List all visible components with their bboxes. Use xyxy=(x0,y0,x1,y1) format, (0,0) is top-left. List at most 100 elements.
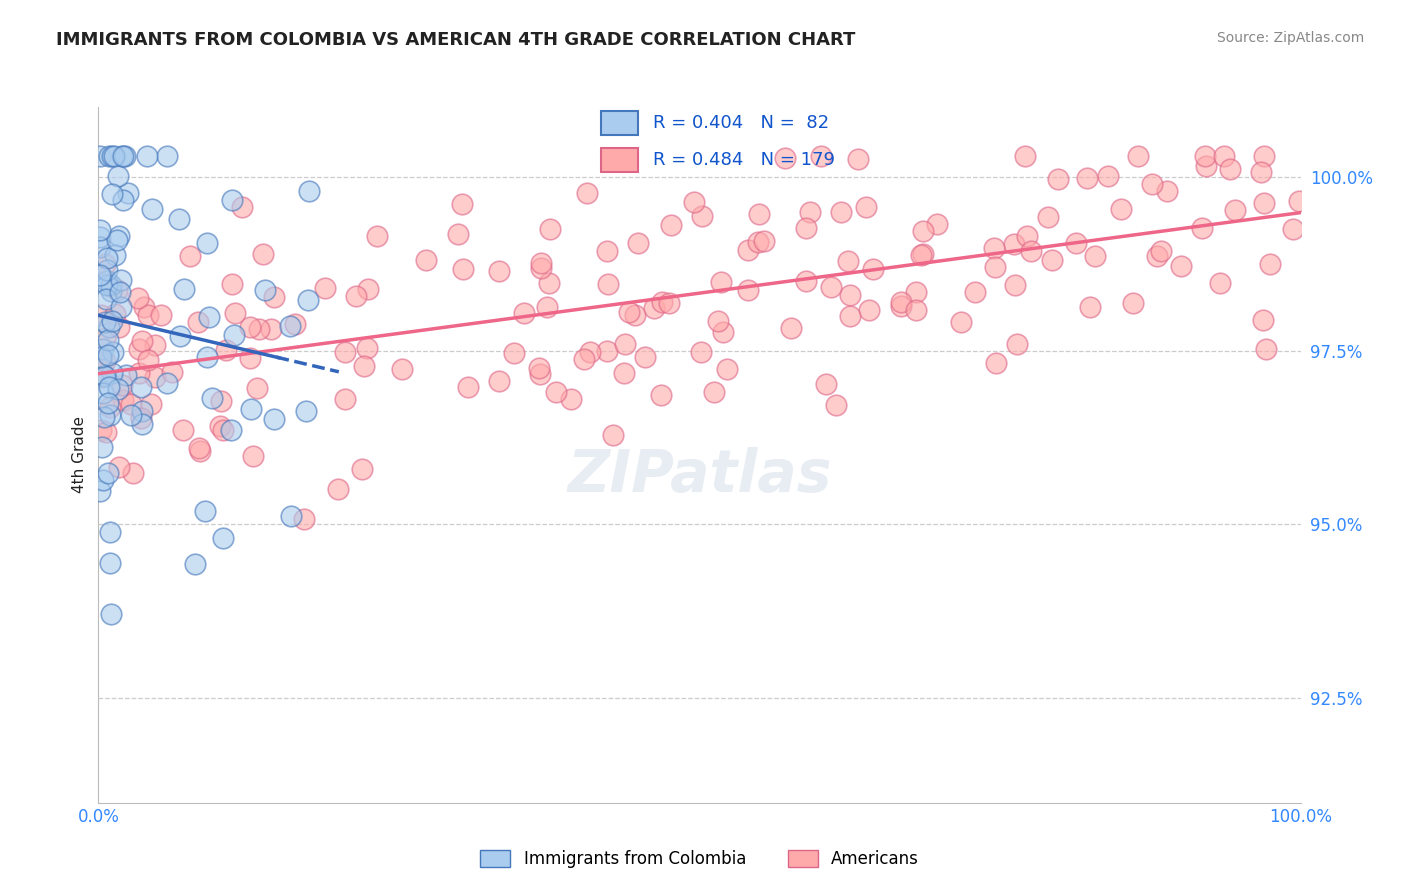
Point xyxy=(98,524,121,539)
Point xyxy=(1004,278,1026,293)
Text: ZIPatlas: ZIPatlas xyxy=(567,447,832,504)
Point xyxy=(703,384,725,399)
Point xyxy=(910,248,932,262)
Point xyxy=(108,319,131,334)
Point xyxy=(651,294,673,309)
Point xyxy=(90,351,112,365)
Point xyxy=(108,229,131,244)
Point xyxy=(391,362,413,376)
Point xyxy=(141,202,163,217)
Point xyxy=(650,388,672,402)
Point xyxy=(1254,342,1277,356)
Point xyxy=(117,186,139,201)
Point xyxy=(252,247,274,261)
Point xyxy=(737,243,759,257)
Point xyxy=(560,392,582,406)
Point xyxy=(231,201,253,215)
Point xyxy=(90,355,112,369)
Y-axis label: 4th Grade: 4th Grade xyxy=(72,417,87,493)
Point xyxy=(1223,202,1246,217)
Point xyxy=(110,272,132,286)
Point xyxy=(89,230,111,244)
Point xyxy=(1109,202,1132,216)
Point xyxy=(194,504,217,518)
Point xyxy=(103,149,125,163)
Point xyxy=(94,315,117,329)
Point xyxy=(98,149,121,163)
Point xyxy=(415,252,437,267)
Point xyxy=(574,352,596,367)
Point xyxy=(136,308,159,322)
Point xyxy=(855,200,877,214)
Point xyxy=(825,398,848,412)
Point xyxy=(167,211,190,226)
Point xyxy=(613,336,636,351)
Point xyxy=(98,380,121,394)
Point xyxy=(1126,149,1149,163)
Point xyxy=(110,149,132,163)
Point xyxy=(101,345,124,359)
Point xyxy=(1005,337,1028,351)
Point xyxy=(529,367,551,381)
Point xyxy=(904,303,927,318)
Point xyxy=(110,300,132,314)
Point xyxy=(748,207,770,221)
Point xyxy=(120,408,142,422)
Point xyxy=(838,288,860,302)
Point xyxy=(101,367,124,381)
Point xyxy=(215,343,238,357)
Point xyxy=(690,209,713,223)
Point xyxy=(169,328,191,343)
Point xyxy=(752,234,775,248)
Text: IMMIGRANTS FROM COLOMBIA VS AMERICAN 4TH GRADE CORRELATION CHART: IMMIGRANTS FROM COLOMBIA VS AMERICAN 4TH… xyxy=(56,31,856,49)
Point xyxy=(773,151,796,165)
Point xyxy=(810,149,832,163)
Point xyxy=(280,508,302,523)
Point xyxy=(710,275,733,289)
Point xyxy=(1014,149,1036,163)
Point xyxy=(904,285,927,299)
Point xyxy=(139,397,162,411)
Point xyxy=(89,223,111,237)
Point xyxy=(212,532,235,546)
Point xyxy=(1038,210,1060,224)
Point xyxy=(546,385,568,400)
Point xyxy=(107,382,129,396)
Point xyxy=(295,404,318,418)
Point xyxy=(796,220,818,235)
Point xyxy=(94,354,117,368)
Point xyxy=(111,149,134,163)
Point xyxy=(104,307,127,321)
Point xyxy=(1146,249,1168,263)
Point xyxy=(596,244,619,258)
Point xyxy=(659,218,682,232)
Point xyxy=(89,268,111,282)
Point xyxy=(195,236,218,251)
Point xyxy=(98,408,121,422)
Point xyxy=(131,404,153,418)
Point xyxy=(240,402,263,417)
Point xyxy=(950,315,973,329)
Point xyxy=(815,377,838,392)
Point xyxy=(1253,196,1275,211)
Point xyxy=(100,314,122,328)
Point xyxy=(1122,296,1144,310)
Point xyxy=(107,460,129,475)
Point xyxy=(451,196,474,211)
Point xyxy=(602,428,624,442)
Point xyxy=(93,256,115,270)
Point xyxy=(1170,259,1192,273)
Point xyxy=(820,279,842,293)
Point xyxy=(143,369,166,384)
Point xyxy=(131,417,153,431)
Point xyxy=(93,369,115,384)
Point xyxy=(107,169,129,183)
Point xyxy=(131,334,153,349)
Point xyxy=(314,281,336,295)
Point xyxy=(98,401,121,415)
Point xyxy=(658,296,681,310)
Point xyxy=(128,342,150,356)
Point xyxy=(219,423,242,437)
Point xyxy=(96,274,118,288)
Point xyxy=(91,342,114,356)
